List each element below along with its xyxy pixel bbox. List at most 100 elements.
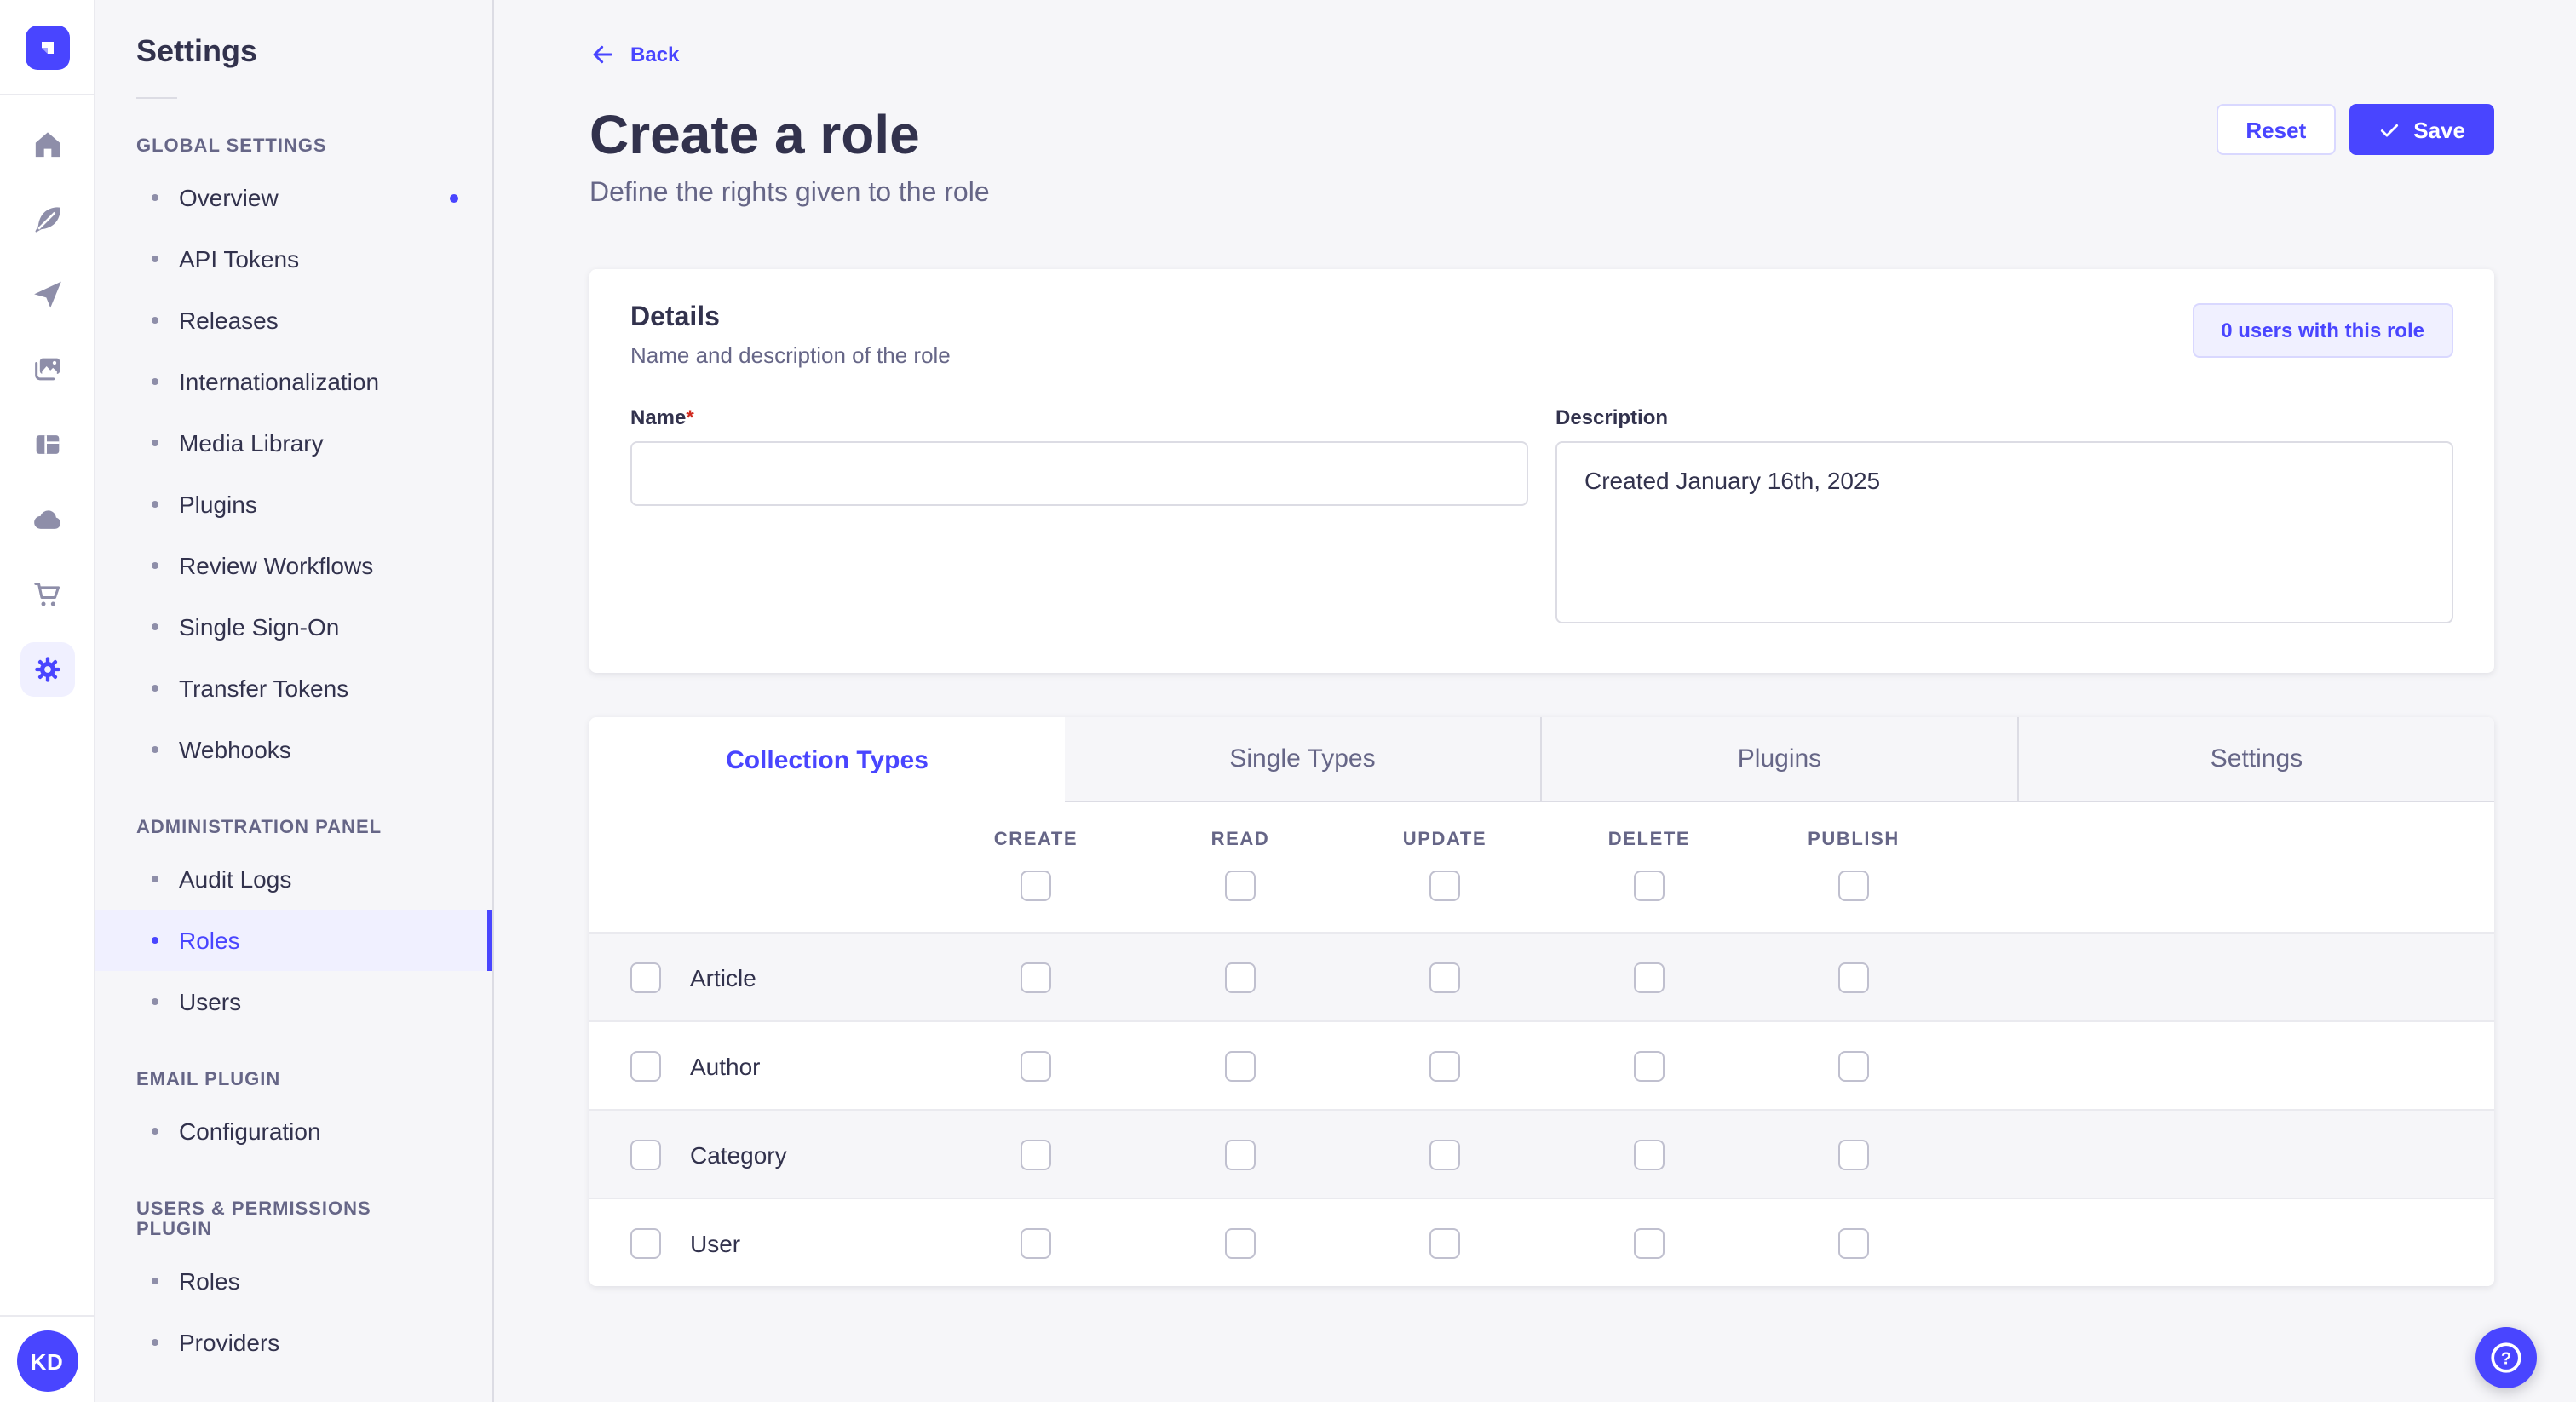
section-label-global-settings: GLOBAL SETTINGS [136, 136, 327, 157]
settings-icon[interactable] [20, 642, 74, 697]
sidebar-item-roles[interactable]: Roles [95, 910, 492, 971]
tab-collection-types[interactable]: Collection Types [589, 717, 1065, 802]
permissions-card: Collection Types Single Types Plugins Se… [589, 717, 2494, 1286]
category-read-checkbox[interactable] [1225, 1139, 1256, 1169]
permissions-header: CREATE READ UPDATE DELETE PUBLISH [589, 802, 2494, 932]
tab-settings[interactable]: Settings [2017, 717, 2494, 802]
sidebar-item-transfer-tokens[interactable]: Transfer Tokens [95, 658, 492, 719]
logo-container [0, 0, 94, 95]
select-all-update-checkbox[interactable] [1429, 871, 1460, 901]
details-subtitle: Name and description of the role [630, 342, 951, 368]
article-delete-checkbox[interactable] [1634, 962, 1665, 992]
bullet-icon [152, 623, 158, 630]
column-headers: CREATE READ UPDATE DELETE PUBLISH [589, 830, 2494, 850]
bullet-icon [152, 998, 158, 1005]
author-create-checkbox[interactable] [1021, 1050, 1051, 1081]
user-avatar[interactable]: KD [16, 1330, 78, 1392]
row-label: Category [690, 1141, 787, 1168]
user-update-checkbox[interactable] [1429, 1227, 1460, 1258]
row-select-checkbox[interactable] [630, 1227, 661, 1258]
sidebar-item-review-workflows[interactable]: Review Workflows [95, 535, 492, 596]
sidebar-item-internationalization[interactable]: Internationalization [95, 351, 492, 412]
strapi-logo[interactable] [25, 25, 69, 69]
page-title-block: Create a role Define the rights given to… [589, 101, 990, 210]
select-all-read-checkbox[interactable] [1225, 871, 1256, 901]
required-asterisk: * [686, 405, 694, 429]
bullet-icon [152, 746, 158, 753]
category-publish-checkbox[interactable] [1838, 1139, 1869, 1169]
bullet-icon [152, 1128, 158, 1135]
category-update-checkbox[interactable] [1429, 1139, 1460, 1169]
sidebar-item-providers[interactable]: Providers [95, 1312, 492, 1373]
media-library-icon[interactable] [20, 342, 74, 397]
marketplace-icon[interactable] [20, 567, 74, 622]
content-type-builder-icon[interactable] [20, 417, 74, 472]
cloud-icon[interactable] [20, 492, 74, 547]
description-field-group: Description Created January 16th, 2025 [1555, 405, 2453, 632]
row-select-checkbox[interactable] [630, 1139, 661, 1169]
row-label: Article [690, 963, 756, 991]
user-read-checkbox[interactable] [1225, 1227, 1256, 1258]
article-update-checkbox[interactable] [1429, 962, 1460, 992]
save-button[interactable]: Save [2349, 104, 2494, 155]
row-label: Author [690, 1052, 761, 1079]
article-create-checkbox[interactable] [1021, 962, 1051, 992]
page-subtitle: Define the rights given to the role [589, 179, 990, 208]
bullet-icon [152, 562, 158, 569]
details-titles: Details Name and description of the role [630, 303, 951, 368]
author-update-checkbox[interactable] [1429, 1050, 1460, 1081]
select-all-create-checkbox[interactable] [1021, 871, 1051, 901]
author-read-checkbox[interactable] [1225, 1050, 1256, 1081]
sidebar-item-single-sign-on[interactable]: Single Sign-On [95, 596, 492, 658]
row-select-checkbox[interactable] [630, 962, 661, 992]
sidebar-item-webhooks[interactable]: Webhooks [95, 719, 492, 780]
bullet-icon [152, 256, 158, 262]
category-create-checkbox[interactable] [1021, 1139, 1051, 1169]
page-title: Create a role [589, 104, 920, 165]
row-select-checkbox[interactable] [630, 1050, 661, 1081]
article-read-checkbox[interactable] [1225, 962, 1256, 992]
back-link[interactable]: Back [589, 41, 679, 68]
content-manager-icon[interactable] [20, 192, 74, 247]
select-all-publish-checkbox[interactable] [1838, 871, 1869, 901]
sidebar-item-plugins[interactable]: Plugins [95, 474, 492, 535]
details-card: Details Name and description of the role… [589, 269, 2494, 673]
releases-icon[interactable] [20, 267, 74, 322]
sidebar-item-users[interactable]: Users [95, 971, 492, 1032]
permission-row-user: User [589, 1198, 2494, 1286]
description-label: Description [1555, 405, 1669, 429]
author-delete-checkbox[interactable] [1634, 1050, 1665, 1081]
sidebar-title: Settings [136, 34, 258, 68]
category-delete-checkbox[interactable] [1634, 1139, 1665, 1169]
user-publish-checkbox[interactable] [1838, 1227, 1869, 1258]
name-label: Name* [630, 405, 694, 429]
bullet-icon [152, 876, 158, 882]
bullet-icon [152, 194, 158, 201]
sidebar-item-api-tokens[interactable]: API Tokens [95, 228, 492, 290]
select-all-delete-checkbox[interactable] [1634, 871, 1665, 901]
tab-single-types[interactable]: Single Types [1065, 717, 1540, 802]
tab-plugins[interactable]: Plugins [1540, 717, 2017, 802]
row-label: User [690, 1229, 741, 1256]
help-button[interactable]: ? [2475, 1327, 2537, 1388]
article-publish-checkbox[interactable] [1838, 962, 1869, 992]
name-input[interactable] [630, 441, 1528, 506]
column-header-create: CREATE [993, 830, 1078, 850]
sidebar-item-configuration[interactable]: Configuration [95, 1100, 492, 1162]
home-icon[interactable] [20, 118, 74, 172]
sidebar-item-overview[interactable]: Overview [95, 167, 492, 228]
sidebar-item-releases[interactable]: Releases [95, 290, 492, 351]
user-create-checkbox[interactable] [1021, 1227, 1051, 1258]
users-with-role-button[interactable]: 0 users with this role [2192, 303, 2453, 358]
permission-row-category: Category [589, 1109, 2494, 1198]
column-header-publish: PUBLISH [1808, 830, 1900, 850]
user-delete-checkbox[interactable] [1634, 1227, 1665, 1258]
sidebar-item-audit-logs[interactable]: Audit Logs [95, 848, 492, 910]
details-fields: Name* Description Created January 16th, … [630, 405, 2453, 632]
reset-button[interactable]: Reset [2217, 104, 2336, 155]
description-textarea[interactable]: Created January 16th, 2025 [1555, 441, 2453, 623]
sidebar-item-up-roles[interactable]: Roles [95, 1250, 492, 1312]
column-header-read: READ [1210, 830, 1270, 850]
sidebar-item-media-library[interactable]: Media Library [95, 412, 492, 474]
author-publish-checkbox[interactable] [1838, 1050, 1869, 1081]
